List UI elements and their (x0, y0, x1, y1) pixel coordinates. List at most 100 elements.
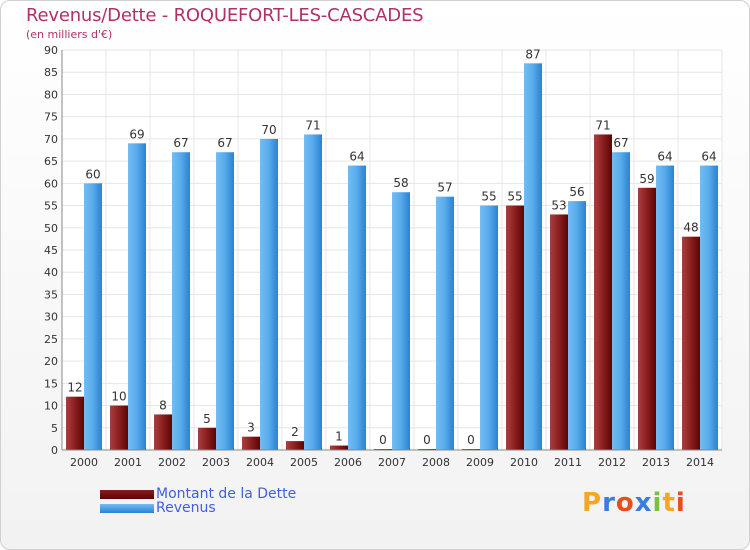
data-label-dette-2011: 53 (551, 198, 566, 212)
data-label-revenus-2007: 58 (393, 176, 408, 190)
data-label-dette-2010: 55 (507, 190, 522, 204)
legend-item-dette: Montant de la Dette (100, 486, 360, 502)
data-label-revenus-2003: 67 (217, 136, 232, 150)
legend-swatch-dette (100, 490, 154, 499)
bar-revenus-2010 (524, 63, 542, 450)
bar-dette-2005 (286, 441, 304, 450)
data-label-dette-2013: 59 (639, 172, 654, 186)
logo-letter: P (582, 488, 603, 518)
y-tick-label-45: 45 (44, 244, 58, 257)
legend-label-revenus: Revenus (156, 500, 216, 516)
y-tick-label-75: 75 (44, 111, 58, 124)
data-label-dette-2007: 0 (379, 433, 387, 447)
x-tick-label-2010: 2010 (510, 456, 538, 469)
logo-letter: i (652, 488, 663, 518)
bar-dette-2003 (198, 427, 216, 450)
legend-label-dette: Montant de la Dette (156, 486, 297, 502)
y-tick-label-0: 0 (51, 444, 58, 457)
data-label-revenus-2013: 64 (657, 150, 672, 164)
y-tick-label-50: 50 (44, 222, 58, 235)
y-tick-label-90: 90 (44, 44, 58, 57)
x-tick-label-2000: 2000 (70, 456, 98, 469)
bar-dette-2000 (66, 396, 84, 450)
bar-dette-2006 (330, 445, 348, 450)
y-tick-label-25: 25 (44, 333, 58, 346)
y-tick-label-40: 40 (44, 266, 58, 279)
bar-dette-2014 (682, 236, 700, 450)
bar-revenus-2006 (348, 165, 366, 451)
chart-subtitle: (en milliers d'€) (26, 28, 113, 41)
data-label-revenus-2005: 71 (305, 118, 320, 132)
proxiti-logo: Proxiti (582, 488, 686, 518)
bar-revenus-2014 (700, 165, 718, 451)
bar-revenus-2009 (480, 205, 498, 450)
y-tick-label-10: 10 (44, 400, 58, 413)
bar-revenus-2003 (216, 152, 234, 450)
data-label-dette-2004: 3 (247, 421, 255, 435)
data-label-dette-2006: 1 (335, 430, 343, 444)
data-label-dette-2008: 0 (423, 433, 431, 447)
data-label-revenus-2014: 64 (701, 150, 716, 164)
legend-item-revenus: Revenus (100, 500, 360, 516)
data-label-revenus-2010: 87 (525, 47, 540, 61)
data-label-revenus-2002: 67 (173, 136, 188, 150)
data-label-dette-2001: 10 (111, 390, 126, 404)
x-tick-label-2012: 2012 (598, 456, 626, 469)
logo-letter: t (662, 488, 676, 518)
data-label-revenus-2009: 55 (481, 190, 496, 204)
x-tick-label-2001: 2001 (114, 456, 142, 469)
bar-dette-2001 (110, 405, 128, 450)
data-label-revenus-2004: 70 (261, 123, 276, 137)
bar-revenus-2013 (656, 165, 674, 451)
bar-revenus-2011 (568, 201, 586, 450)
logo-letter: x (634, 488, 653, 518)
x-tick-label-2014: 2014 (686, 456, 714, 469)
y-tick-label-20: 20 (44, 355, 58, 368)
bar-dette-2002 (154, 414, 172, 450)
data-label-revenus-2001: 69 (129, 127, 144, 141)
y-tick-label-85: 85 (44, 66, 58, 79)
x-tick-label-2013: 2013 (642, 456, 670, 469)
data-label-revenus-2000: 60 (85, 167, 100, 181)
bar-dette-2011 (550, 214, 568, 450)
data-label-dette-2014: 48 (683, 221, 698, 235)
y-tick-label-70: 70 (44, 133, 58, 146)
bar-revenus-2007 (392, 192, 410, 450)
x-tick-label-2002: 2002 (158, 456, 186, 469)
x-tick-label-2007: 2007 (378, 456, 406, 469)
data-label-dette-2009: 0 (467, 433, 475, 447)
logo-letter: o (615, 488, 635, 518)
y-tick-label-30: 30 (44, 311, 58, 324)
bar-dette-2012 (594, 134, 612, 450)
bar-revenus-2012 (612, 152, 630, 450)
bar-revenus-2005 (304, 134, 322, 450)
y-tick-label-55: 55 (44, 200, 58, 213)
logo-letter: i (675, 488, 686, 518)
x-tick-label-2006: 2006 (334, 456, 362, 469)
y-tick-label-80: 80 (44, 88, 58, 101)
y-tick-label-35: 35 (44, 288, 58, 301)
bar-revenus-2008 (436, 196, 454, 450)
data-label-revenus-2011: 56 (569, 185, 584, 199)
x-tick-label-2008: 2008 (422, 456, 450, 469)
bar-dette-2004 (242, 436, 260, 450)
chart-title: Revenus/Dette - ROQUEFORT-LES-CASCADES (26, 5, 424, 26)
x-tick-label-2005: 2005 (290, 456, 318, 469)
y-tick-label-60: 60 (44, 177, 58, 190)
x-tick-label-2011: 2011 (554, 456, 582, 469)
x-tick-label-2003: 2003 (202, 456, 230, 469)
bar-dette-2013 (638, 187, 656, 450)
data-label-dette-2005: 2 (291, 425, 299, 439)
bar-revenus-2000 (84, 183, 102, 451)
logo-letter: r (602, 488, 616, 518)
data-label-revenus-2008: 57 (437, 181, 452, 195)
y-tick-label-15: 15 (44, 377, 58, 390)
x-tick-label-2009: 2009 (466, 456, 494, 469)
bar-revenus-2004 (260, 138, 278, 450)
data-label-dette-2003: 5 (203, 412, 211, 426)
data-label-revenus-2012: 67 (613, 136, 628, 150)
data-label-dette-2002: 8 (159, 398, 167, 412)
bar-revenus-2002 (172, 152, 190, 450)
data-label-revenus-2006: 64 (349, 150, 364, 164)
